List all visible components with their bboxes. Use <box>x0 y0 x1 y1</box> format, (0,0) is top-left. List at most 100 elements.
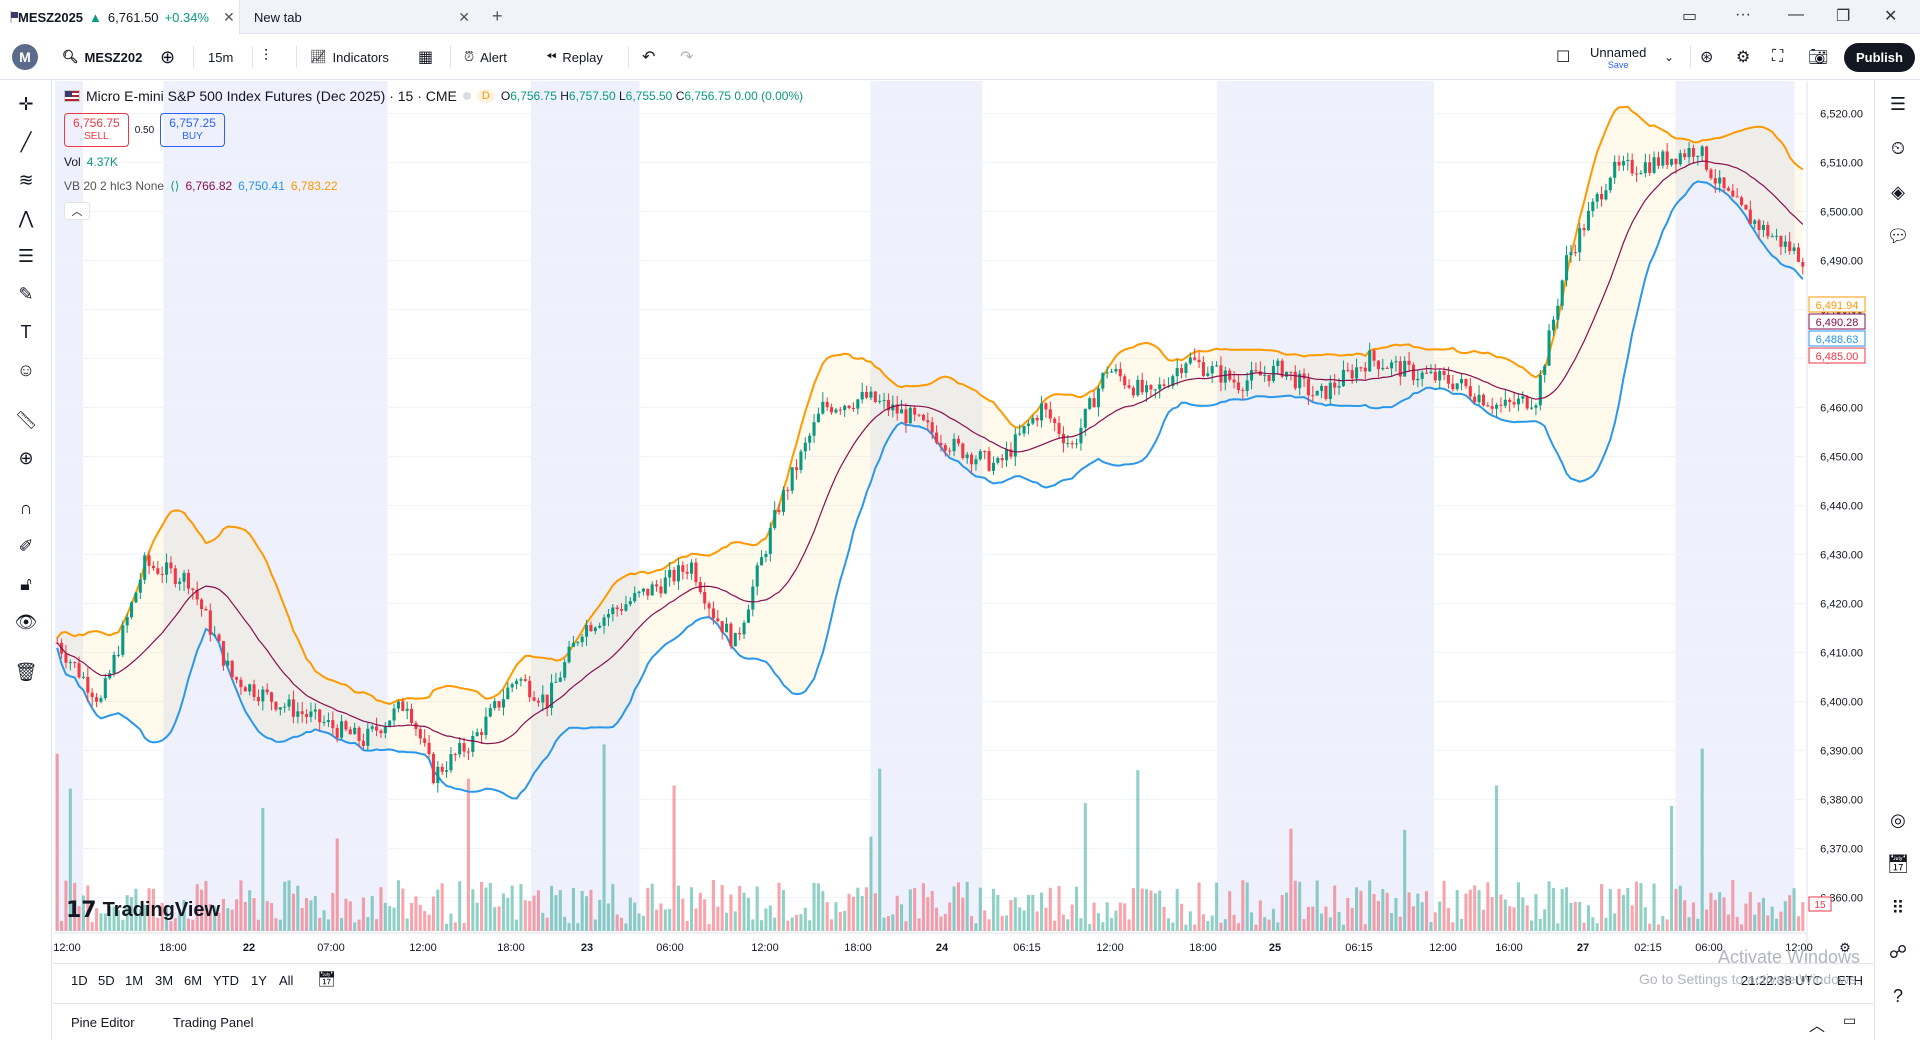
interval-button[interactable]: 15m <box>208 34 233 80</box>
chevron-up-icon[interactable]: ︿ <box>1809 1018 1826 1035</box>
layout-name-button[interactable]: Unnamed Save <box>1590 34 1646 80</box>
magnet-icon[interactable]: ∩ <box>19 497 33 518</box>
emoji-icon[interactable]: ☺ <box>16 359 36 380</box>
sell-button[interactable]: 6,756.75 SELL <box>64 113 129 147</box>
volume-bar <box>1088 924 1092 931</box>
buy-button[interactable]: 6,757.25 BUY <box>160 113 225 147</box>
candle-body <box>1302 373 1306 379</box>
alerts-clock-icon[interactable]: ⏲ <box>1890 137 1906 158</box>
ruler-icon[interactable]: 📏︎ <box>14 409 38 430</box>
tab-pine-editor[interactable]: Pine Editor <box>71 1015 135 1030</box>
volume-bar <box>195 884 199 931</box>
range-1m[interactable]: 1M <box>125 973 144 988</box>
volume-bar <box>440 883 444 931</box>
redo-icon[interactable]: ↷ <box>680 49 694 66</box>
crosshair-icon[interactable]: ✛ <box>18 93 34 114</box>
candle-body <box>1775 235 1779 237</box>
candle-body <box>554 681 558 683</box>
forecast-icon[interactable]: ☰ <box>17 245 35 266</box>
volume-bar <box>1796 916 1800 931</box>
lock-drawing-icon[interactable]: ✐ <box>18 535 34 556</box>
zoom-in-icon[interactable]: ⊕ <box>18 447 34 468</box>
text-tool-icon[interactable]: T <box>20 321 32 342</box>
user-menu[interactable]: M <box>12 34 38 80</box>
volume-bar <box>1276 922 1280 931</box>
candle-body <box>274 701 278 710</box>
camera-icon[interactable]: 📷︎ <box>1808 49 1829 66</box>
cast-icon[interactable]: ▭ <box>1682 8 1698 25</box>
candle-body <box>410 708 414 723</box>
apps-grid-icon[interactable]: ⠿ <box>1891 897 1905 918</box>
chart-area[interactable]: 6,520.006,510.006,500.006,490.006,480.00… <box>53 81 1873 963</box>
templates-grid-icon[interactable]: ▦ <box>418 49 434 66</box>
range-3m[interactable]: 3M <box>155 973 174 988</box>
fullscreen-icon[interactable]: ⛶ <box>1772 48 1784 65</box>
volume-legend[interactable]: Vol 4.37K <box>64 155 118 169</box>
visibility-toggle-icon[interactable]: ⟨⟩ <box>170 179 180 193</box>
watchlist-icon[interactable]: ☰ <box>1889 93 1907 114</box>
vb-legend[interactable]: VB 20 2 hlc3 None ⟨⟩ 6,766.82 6,750.41 6… <box>64 179 338 193</box>
minimize-icon[interactable]: — <box>1788 6 1804 23</box>
calendar-icon[interactable]: 📅︎ <box>1886 853 1910 874</box>
symbol-search[interactable]: 🔍︎ MESZ202 <box>62 34 142 80</box>
tab-trading-panel[interactable]: Trading Panel <box>173 1015 254 1030</box>
settings-gear-icon[interactable]: ⚙ <box>1736 49 1751 66</box>
indicators-button[interactable]: 📈︎ Indicators <box>310 34 389 80</box>
brush-icon[interactable]: ✎ <box>18 283 34 304</box>
publish-button[interactable]: Publish <box>1844 34 1915 80</box>
range-1y[interactable]: 1Y <box>251 973 267 988</box>
layout-square-icon[interactable]: ☐ <box>1556 49 1571 66</box>
price-chart[interactable]: 6,520.006,510.006,500.006,490.006,480.00… <box>53 81 1873 963</box>
utc-clock[interactable]: 21:22:38 UTC <box>1741 973 1822 988</box>
volume-bar <box>466 778 470 931</box>
candle-body <box>1333 382 1337 388</box>
candle-body <box>1075 443 1079 445</box>
tab-close-icon[interactable]: ✕ <box>458 8 470 25</box>
new-tab-plus-icon[interactable]: + <box>492 6 503 26</box>
pattern-icon[interactable]: ⋀ <box>18 207 34 228</box>
trend-line-icon[interactable]: ╱ <box>20 131 32 152</box>
band-fill <box>57 106 1803 799</box>
volume-bar <box>1573 901 1577 931</box>
alert-button[interactable]: ⏰︎ Alert <box>464 34 507 80</box>
tab-mesz2025[interactable]: MESZ2025 ▲ 6,761.50 +0.34% ✕ <box>0 0 240 34</box>
candle-body <box>1289 371 1293 373</box>
collapse-legend-chevron-icon[interactable]: ︿ <box>64 202 90 220</box>
restore-icon[interactable]: ❐ <box>1836 8 1851 25</box>
maximize-panel-icon[interactable]: ▭ <box>1843 1012 1857 1028</box>
volume-bar <box>1333 885 1337 931</box>
date-range-calendar-icon[interactable]: 📅︎ <box>317 971 337 988</box>
eye-icon[interactable]: 👁︎ <box>14 611 38 632</box>
tab-close-icon[interactable]: ✕ <box>222 8 235 25</box>
tab-title: New tab <box>254 9 302 25</box>
quick-search-icon[interactable]: ⊛ <box>1700 49 1714 66</box>
range-1d[interactable]: 1D <box>71 973 88 988</box>
candle-body <box>1315 390 1319 396</box>
symbol-title[interactable]: Micro E-mini S&P 500 Index Futures (Dec … <box>86 88 457 104</box>
undo-icon[interactable]: ↶ <box>642 49 656 66</box>
layers-icon[interactable]: ◈ <box>1891 181 1905 202</box>
candle-body <box>1613 161 1617 178</box>
candle-type-icon[interactable]: ⫶ <box>264 48 269 65</box>
compare-plus-icon[interactable]: ⊕ <box>160 46 176 67</box>
candle-body <box>427 742 431 755</box>
target-icon[interactable]: ◎ <box>1890 809 1906 830</box>
range-ytd[interactable]: YTD <box>213 973 239 988</box>
session-label[interactable]: ETH <box>1837 973 1863 988</box>
range-5d[interactable]: 5D <box>98 973 115 988</box>
range-all[interactable]: All <box>279 973 294 988</box>
more-dots-icon[interactable]: ··· <box>1735 6 1751 23</box>
lock-icon[interactable]: 🔓︎ <box>20 573 32 594</box>
chevron-down-icon[interactable]: ⌄ <box>1664 50 1675 64</box>
chat-icon[interactable]: 💬︎ <box>1886 225 1910 246</box>
broadcast-icon[interactable]: ☍ <box>1888 941 1908 962</box>
replay-button[interactable]: ⏪︎ Replay <box>546 34 603 80</box>
window-close-icon[interactable]: ✕ <box>1884 8 1898 25</box>
x-tick-label: 18:00 <box>1189 942 1217 954</box>
tab-new[interactable]: New tab ✕ <box>244 0 480 34</box>
fib-channel-icon[interactable]: ≋ <box>18 169 34 190</box>
help-icon[interactable]: ? <box>1892 985 1903 1006</box>
range-6m[interactable]: 6M <box>184 973 203 988</box>
trash-icon[interactable]: 🗑︎ <box>14 661 38 682</box>
volume-bar <box>243 901 247 931</box>
